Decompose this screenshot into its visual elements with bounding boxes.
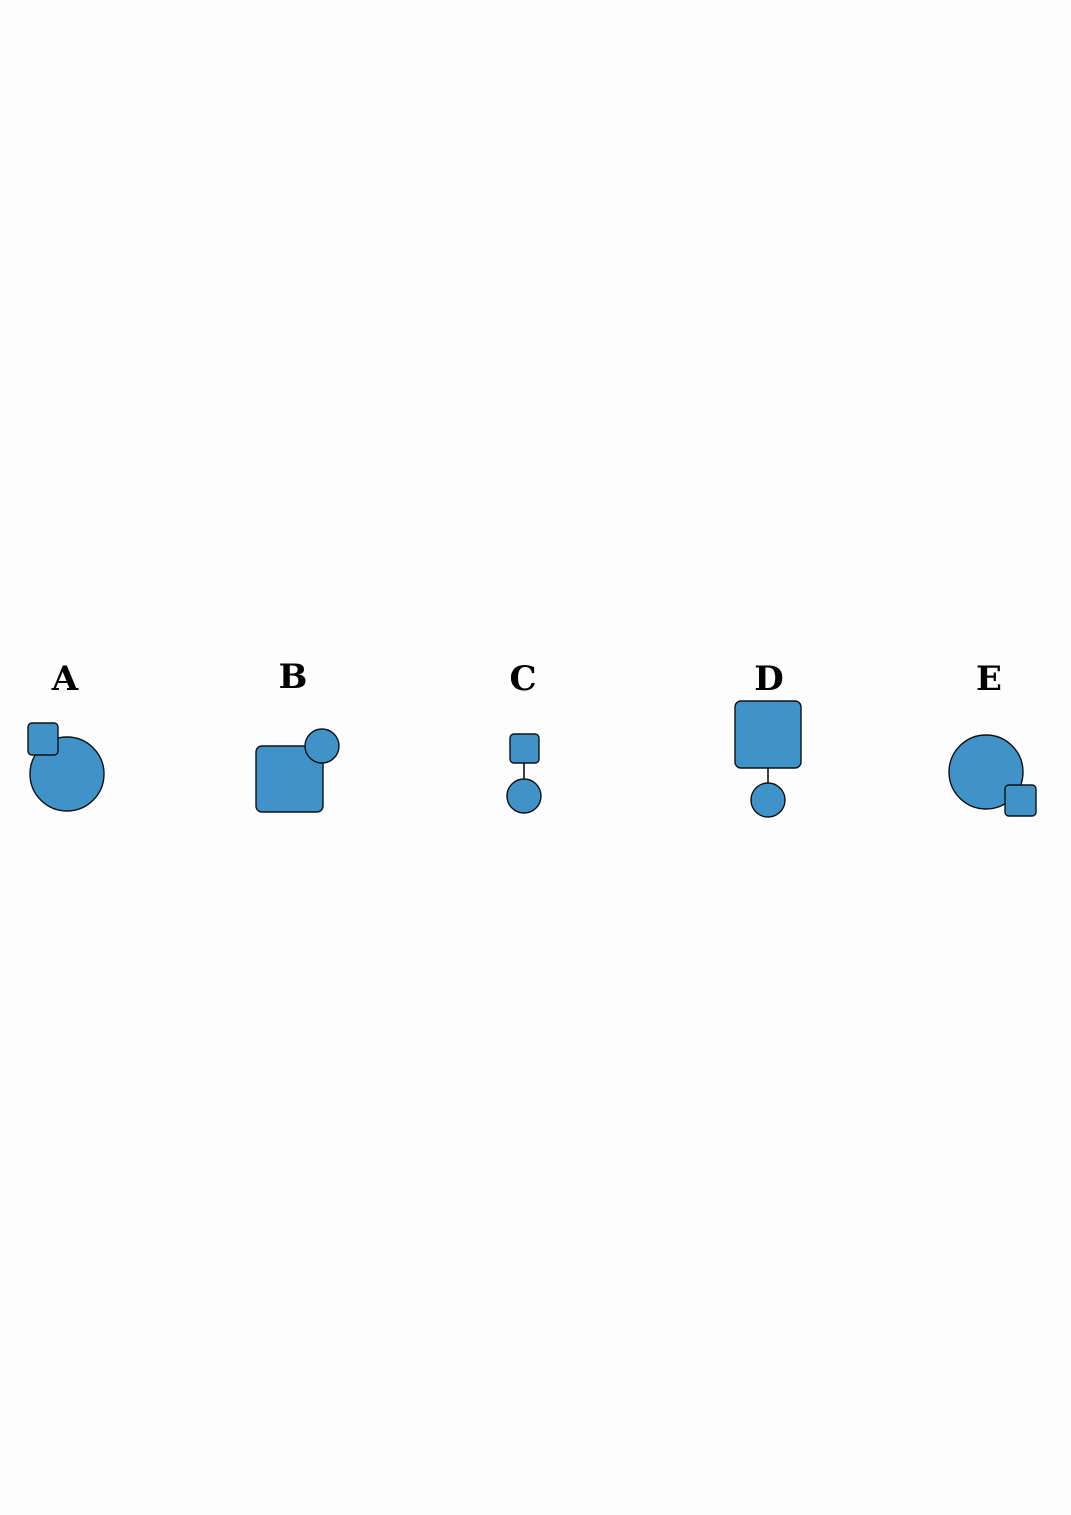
option-d-large-square: [734, 700, 802, 769]
option-a-label: A: [51, 659, 79, 699]
option-b-large-square: [255, 745, 324, 813]
option-d-label: D: [754, 659, 783, 699]
option-d-small-circle: [750, 782, 786, 818]
option-b-label: B: [279, 657, 308, 697]
option-e-small-square: [1004, 784, 1037, 817]
option-b[interactable]: B: [255, 657, 340, 813]
option-c-small-circle: [506, 778, 542, 814]
option-c-label: C: [509, 659, 536, 699]
option-d[interactable]: D: [734, 659, 802, 818]
option-a-small-square: [27, 722, 59, 756]
option-e-label: E: [976, 659, 1002, 699]
option-b-small-circle: [304, 728, 340, 764]
option-a[interactable]: A: [27, 659, 105, 812]
option-c-small-square: [509, 733, 540, 764]
option-e[interactable]: E: [948, 659, 1037, 817]
option-c[interactable]: C: [506, 659, 542, 814]
